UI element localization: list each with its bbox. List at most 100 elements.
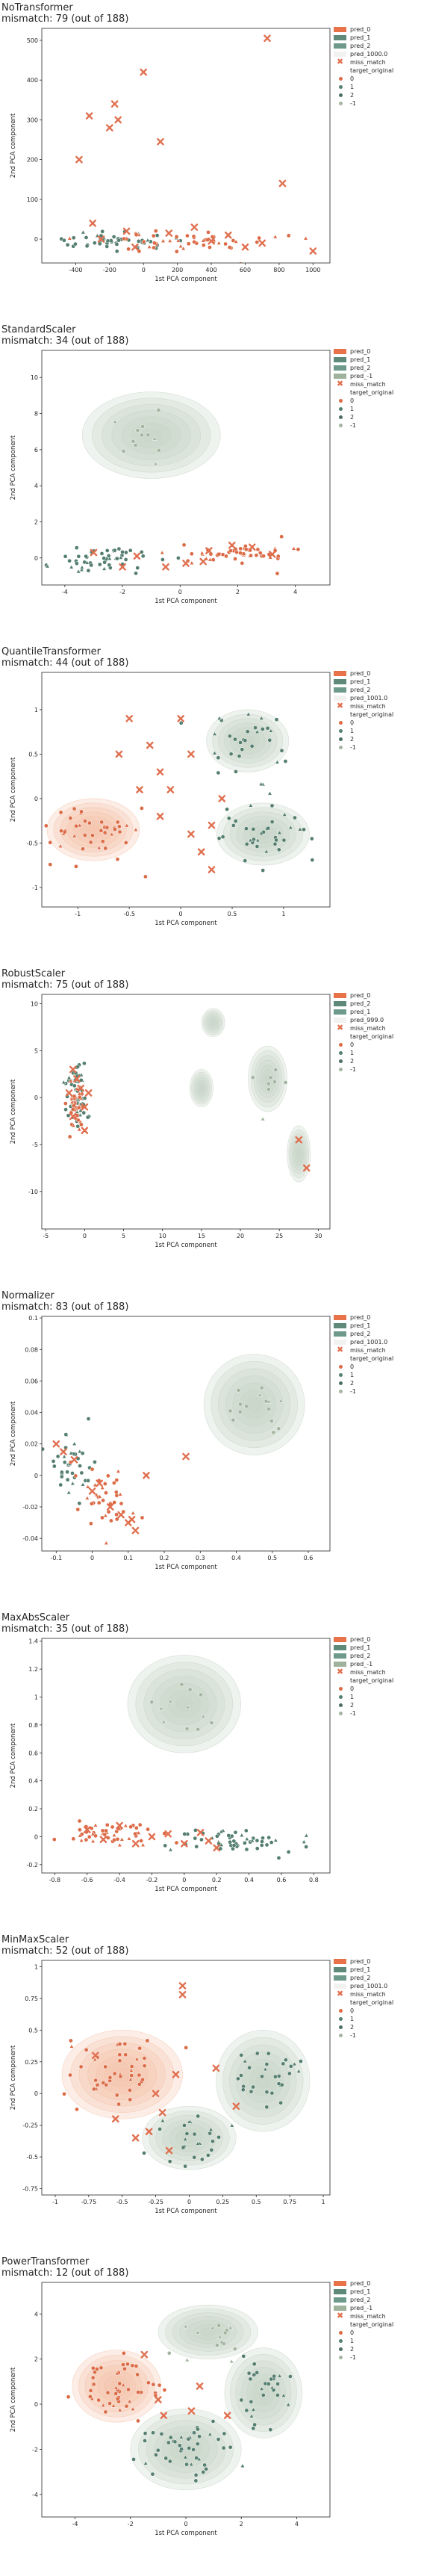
chart-legend: pred_0 pred_1 pred_2 pred_1001.0 ✖ miss_match… xyxy=(334,1313,422,1396)
legend-label: pred_1 xyxy=(350,678,371,685)
scatter-plot: -1 -0.5 0 0.5 1 -1 -0.5 0 0.5 1 1st PCA component 2… xyxy=(10,672,331,927)
data-point xyxy=(62,1460,67,1465)
legend-label: miss_match xyxy=(350,1991,386,1998)
legend-label: miss_match xyxy=(350,381,386,388)
x-tick-label: 200 xyxy=(172,267,183,273)
data-point xyxy=(114,1512,119,1517)
data-point xyxy=(249,2399,254,2404)
legend-point-marker xyxy=(339,102,343,105)
mismatch-marker xyxy=(60,1448,67,1456)
data-point xyxy=(45,563,50,569)
data-point xyxy=(106,1509,111,1514)
data-point xyxy=(310,858,315,862)
legend-label: 1 xyxy=(350,406,355,412)
chart-title: MaxAbsScaler xyxy=(1,1612,70,1623)
data-point xyxy=(70,1471,75,1476)
kde-contour xyxy=(102,403,202,467)
data-point xyxy=(151,233,156,238)
data-point xyxy=(151,2430,155,2436)
data-point xyxy=(223,241,228,247)
legend-label: 2 xyxy=(350,92,355,99)
axes-frame xyxy=(41,28,331,264)
chart-subtitle-mismatch: mismatch: 34 (out of 188) xyxy=(1,335,129,347)
y-tick-label: 0 xyxy=(34,555,38,562)
legend-swatch xyxy=(334,1975,346,1981)
data-point xyxy=(68,1078,74,1083)
chart-subtitle-mismatch: mismatch: 79 (out of 188) xyxy=(1,13,129,25)
data-point xyxy=(248,837,253,843)
legend-label: 1 xyxy=(350,728,355,734)
data-point xyxy=(272,2074,278,2079)
data-point xyxy=(266,1835,271,1840)
data-point xyxy=(276,2081,281,2086)
data-point xyxy=(239,1833,245,1837)
mismatch-marker xyxy=(213,1844,221,1852)
y-axis-label: 2nd PCA component xyxy=(10,2367,17,2432)
data-point xyxy=(76,1105,81,1110)
scatter-plot: -1 -0.75 -0.5 -0.25 0 0.25 0.5 0.75 1 -0.75 -0.5 -0… xyxy=(10,1960,331,2215)
legend-label: 2 xyxy=(350,1058,355,1065)
legend-label: pred_0 xyxy=(350,1958,371,1965)
y-tick-label: 0.5 xyxy=(28,2027,38,2034)
data-point xyxy=(121,449,126,453)
data-point xyxy=(105,238,110,244)
legend-label: pred_1001.0 xyxy=(350,695,388,702)
data-point xyxy=(78,1464,82,1468)
data-point xyxy=(84,560,90,565)
data-point xyxy=(72,1094,77,1099)
legend-swatch xyxy=(334,2281,346,2286)
axes-frame xyxy=(41,350,331,586)
y-tick-label: -0.5 xyxy=(26,2154,38,2161)
data-point xyxy=(266,2382,271,2386)
mismatch-marker xyxy=(69,1065,77,1074)
data-point xyxy=(238,1402,243,1407)
data-point xyxy=(69,2038,73,2043)
data-point xyxy=(269,820,275,824)
legend-point-marker xyxy=(339,1051,343,1055)
chart-legend: pred_0 pred_1 pred_2 pred_1001.0 ✖ miss_match… xyxy=(334,1957,422,2040)
legend-label: -1 xyxy=(350,2032,356,2039)
legend-label: 1 xyxy=(350,1050,355,1056)
y-tick-label: 0 xyxy=(34,2401,38,2408)
data-point xyxy=(274,717,279,722)
legend-label: 0 xyxy=(350,2329,355,2336)
x-tick-label: 0 xyxy=(90,1555,94,1561)
data-point xyxy=(172,2439,178,2445)
y-tick-label: -5 xyxy=(32,1142,38,1148)
data-point xyxy=(196,2114,201,2119)
legend-point-marker xyxy=(339,2025,343,2029)
legend-entry: pred_1 xyxy=(334,1966,422,1974)
data-point xyxy=(134,1825,139,1830)
legend-label: 2 xyxy=(350,1702,355,1709)
data-point xyxy=(71,1106,75,1112)
data-point xyxy=(77,1127,82,1132)
data-point xyxy=(240,560,245,566)
data-point xyxy=(284,2058,288,2063)
data-point xyxy=(145,238,151,242)
data-point xyxy=(253,725,258,730)
x-tick-label: 0.5 xyxy=(267,1555,277,1561)
data-point xyxy=(255,844,260,849)
legend-label: pred_1 xyxy=(350,1009,371,1015)
legend-entry: pred_1 xyxy=(334,1322,422,1330)
data-point xyxy=(119,1501,124,1506)
data-point xyxy=(134,571,138,576)
legend-label: 2 xyxy=(350,2346,355,2353)
data-point xyxy=(134,2056,140,2061)
legend-label: target_original xyxy=(350,1999,394,2006)
y-axis-label: 2nd PCA component xyxy=(10,113,17,178)
legend-entry: pred_0 xyxy=(334,1635,422,1644)
data-point xyxy=(124,2403,129,2409)
data-point xyxy=(93,2057,98,2062)
legend-label: 0 xyxy=(350,75,355,82)
mismatch-marker xyxy=(172,2070,180,2078)
data-point xyxy=(128,2097,133,2102)
data-point xyxy=(255,729,260,734)
legend-label: 1 xyxy=(350,2016,355,2022)
x-tick-label: 0 xyxy=(83,1233,87,1239)
chart-panel: MinMaxScaler mismatch: 52 (out of 188) -1-… xyxy=(0,1932,424,2250)
legend-label: 2 xyxy=(350,414,355,421)
data-point xyxy=(266,1087,271,1092)
data-point xyxy=(90,1467,95,1472)
legend-entry: pred_2 xyxy=(334,686,422,694)
